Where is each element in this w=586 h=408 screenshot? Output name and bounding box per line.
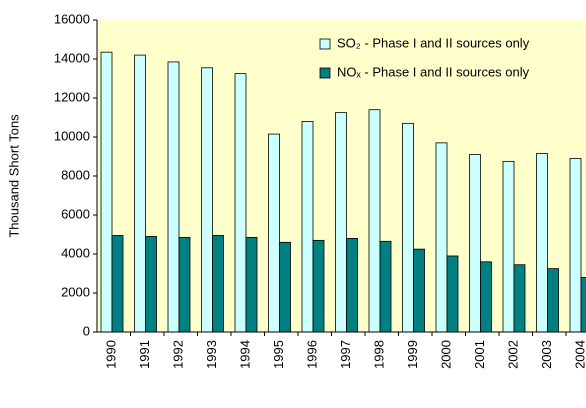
legend-swatch xyxy=(319,67,331,79)
x-tick-label: 2004 xyxy=(572,340,586,369)
x-tick-label: 1993 xyxy=(204,340,219,369)
x-tick-label: 1994 xyxy=(237,340,252,369)
legend-label: NOₓ - Phase I and II sources only xyxy=(337,64,530,79)
bar xyxy=(469,154,481,333)
bar xyxy=(167,61,180,333)
y-tick-label: 2000 xyxy=(61,284,90,299)
bar xyxy=(379,240,392,333)
y-tick-label: 4000 xyxy=(61,245,90,260)
bar xyxy=(145,236,157,333)
bar xyxy=(446,255,459,333)
bar xyxy=(402,122,414,333)
x-tick-label: 1996 xyxy=(304,340,319,369)
y-axis-label: Thousand Short Tons xyxy=(6,114,21,238)
bar xyxy=(268,133,280,333)
bar xyxy=(234,73,247,333)
bar xyxy=(212,235,224,333)
bar xyxy=(335,112,347,333)
bar xyxy=(502,160,515,333)
bar xyxy=(413,248,425,333)
x-tick-label: 1995 xyxy=(271,340,286,369)
x-tick-label: 1990 xyxy=(103,340,118,369)
bar xyxy=(480,261,492,333)
bar xyxy=(346,237,358,333)
bar xyxy=(245,237,258,333)
y-tick-label: 12000 xyxy=(54,89,90,104)
x-tick-label: 1997 xyxy=(338,340,353,369)
x-tick-label: 1998 xyxy=(371,340,386,369)
y-tick-label: 14000 xyxy=(54,50,90,65)
bar xyxy=(134,54,146,333)
y-tick-label: 6000 xyxy=(61,206,90,221)
y-tick-label: 8000 xyxy=(61,167,90,182)
bar xyxy=(368,109,381,333)
bar xyxy=(513,264,526,333)
legend-swatch xyxy=(319,38,331,50)
bar xyxy=(279,241,291,333)
x-tick-label: 2000 xyxy=(438,340,453,369)
bar xyxy=(547,268,559,333)
x-tick-label: 2003 xyxy=(539,340,554,369)
bar xyxy=(580,276,586,333)
bar xyxy=(100,51,113,333)
y-tick-label: 10000 xyxy=(54,128,90,143)
bar xyxy=(435,142,448,333)
bar xyxy=(312,239,325,333)
x-tick-label: 1992 xyxy=(170,340,185,369)
x-tick-label: 1999 xyxy=(405,340,420,369)
legend-label: SO₂ - Phase I and II sources only xyxy=(337,35,530,50)
x-tick-label: 2002 xyxy=(505,340,520,369)
bar xyxy=(201,67,213,333)
x-tick-label: 2001 xyxy=(472,340,487,369)
bar xyxy=(301,121,314,333)
bar xyxy=(569,158,582,333)
x-tick-label: 1991 xyxy=(137,340,152,369)
bar xyxy=(111,235,124,333)
y-tick-label: 16000 xyxy=(54,11,90,26)
bar xyxy=(178,237,191,333)
y-tick-label: 0 xyxy=(83,323,90,338)
bar xyxy=(536,153,548,333)
